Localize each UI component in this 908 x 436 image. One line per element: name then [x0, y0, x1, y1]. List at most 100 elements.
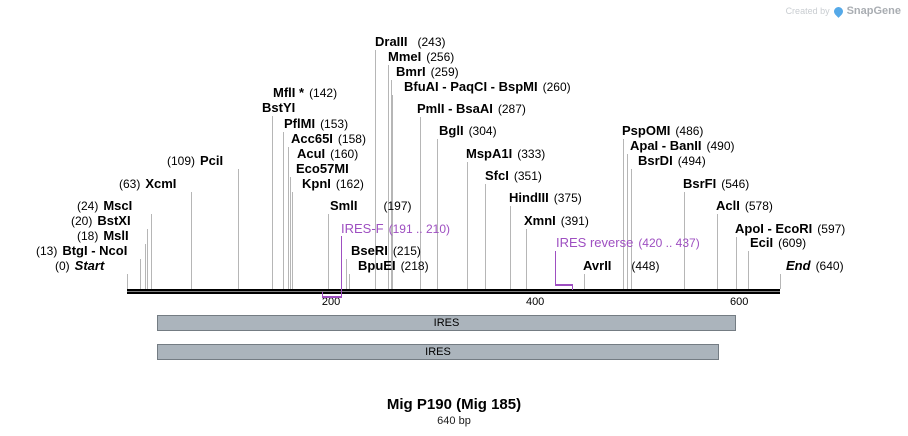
enzyme-site-label[interactable]: HindIII (375) [509, 191, 582, 205]
enzyme-site-label[interactable]: PflMI (153) [284, 117, 348, 131]
enzyme-site-label[interactable]: BfuAI - PaqCI - BspMI (260) [404, 80, 571, 94]
enzyme-site-label[interactable]: (63) XcmI [119, 177, 176, 191]
sequence-line [127, 289, 780, 294]
label-text: (160) [330, 147, 359, 161]
label-text: BpuEI [358, 258, 396, 273]
label-text: Eco57MI [296, 161, 349, 176]
feature-label: IRES [425, 346, 451, 358]
enzyme-site-label[interactable]: ApoI - EcoRI (597) [735, 222, 845, 236]
label-text: MflI * [273, 85, 305, 100]
label-text: (256) [426, 50, 455, 64]
site-connector [146, 229, 148, 289]
site-connector [716, 214, 718, 289]
enzyme-site-label[interactable]: ApaI - BanII (490) [630, 139, 735, 153]
enzyme-site-label[interactable]: BglI (304) [439, 124, 497, 138]
enzyme-site-label[interactable]: EciI (609) [750, 236, 806, 250]
enzyme-site-label[interactable]: MflI * (142) [273, 86, 337, 100]
enzyme-site-label[interactable]: SmlI (197) [330, 199, 411, 213]
label-text: AvrII [583, 258, 612, 273]
label-text: XcmI [145, 176, 177, 191]
enzyme-site-label[interactable]: AclI (578) [716, 199, 773, 213]
site-connector [139, 259, 141, 289]
primer-bar [555, 284, 573, 286]
primer-direction-tick [322, 292, 323, 296]
label-text: AcuI [297, 146, 326, 161]
site-connector [345, 259, 347, 289]
enzyme-site-label[interactable]: PspOMI (486) [622, 124, 703, 138]
label-text: (260) [542, 80, 571, 94]
feature-ires[interactable]: IRES [157, 315, 736, 331]
site-connector [622, 139, 624, 289]
site-connector [327, 214, 329, 289]
label-text: BmrI [396, 64, 426, 79]
feature-ires[interactable]: IRES [157, 344, 719, 360]
site-connector [144, 244, 146, 289]
site-connector [289, 177, 291, 289]
enzyme-site-label[interactable]: MmeI (256) [388, 50, 454, 64]
enzyme-site-label[interactable]: DraIII (243) [375, 35, 446, 49]
feature-label: IRES [433, 317, 460, 329]
label-text: (609) [778, 236, 807, 250]
label-text: (158) [337, 132, 366, 146]
site-connector [287, 147, 289, 289]
label-text: (142) [309, 86, 338, 100]
enzyme-site-label[interactable]: MspA1I (333) [466, 147, 545, 161]
site-connector [630, 169, 632, 289]
enzyme-site-label[interactable]: AvrII (448) [583, 259, 659, 273]
enzyme-site-label[interactable]: BpuEI (218) [358, 259, 429, 273]
label-text: (546) [721, 177, 750, 191]
label-text: PflMI [284, 116, 316, 131]
site-connector [291, 192, 293, 289]
site-connector [779, 274, 781, 289]
label-text: BstYI [262, 100, 296, 115]
primer-connector [555, 251, 556, 284]
site-connector [436, 139, 438, 289]
enzyme-site-label[interactable]: (18) MslI [77, 229, 129, 243]
enzyme-site-label[interactable]: End (640) [786, 259, 844, 273]
site-connector [509, 206, 511, 289]
label-text: (20) [71, 214, 93, 228]
label-text: BsrFI [683, 176, 717, 191]
scale-tick-label: 600 [730, 296, 749, 308]
enzyme-site-label[interactable]: (109) PciI [167, 154, 223, 168]
enzyme-site-label[interactable]: (13) BtgI - NcoI [36, 244, 127, 258]
enzyme-site-label[interactable]: BsrFI (546) [683, 177, 749, 191]
site-connector [626, 154, 628, 289]
primer-label[interactable]: IRES-F (191 .. 210) [341, 222, 450, 236]
enzyme-site-label[interactable]: BmrI (259) [396, 65, 459, 79]
label-text: BsrDI [638, 153, 673, 168]
enzyme-site-label[interactable]: AcuI (160) [297, 147, 358, 161]
site-connector [282, 132, 284, 289]
enzyme-site-label[interactable]: BstYI [262, 101, 295, 114]
label-text: (63) [119, 177, 141, 191]
enzyme-site-label[interactable]: Acc65I (158) [291, 132, 366, 146]
enzyme-site-label[interactable]: (0) Start [55, 259, 104, 273]
label-text: (243) [417, 35, 446, 49]
enzyme-site-label[interactable]: (24) MscI [77, 199, 132, 213]
enzyme-site-label[interactable]: PmlI - BsaAI (287) [417, 102, 526, 116]
label-text: IRES reverse [556, 235, 634, 250]
label-text: (486) [675, 124, 704, 138]
label-text: HindIII [509, 190, 549, 205]
enzyme-site-label[interactable]: BseRI (215) [351, 244, 421, 258]
enzyme-site-label[interactable]: BsrDI (494) [638, 154, 706, 168]
scale-tick-label: 400 [525, 296, 545, 308]
label-text: (597) [817, 222, 846, 236]
enzyme-site-label[interactable]: Eco57MI [296, 162, 349, 175]
label-text: (197) [383, 199, 412, 213]
enzyme-site-label[interactable]: KpnI (162) [302, 177, 364, 191]
label-text: (640) [815, 259, 844, 273]
label-text: PspOMI [622, 123, 671, 138]
enzyme-site-label[interactable]: (20) BstXI [71, 214, 131, 228]
label-text: (24) [77, 199, 99, 213]
label-text: (333) [517, 147, 546, 161]
label-text: (287) [497, 102, 526, 116]
enzyme-site-label[interactable]: XmnI (391) [524, 214, 589, 228]
enzyme-site-label[interactable]: SfcI (351) [485, 169, 542, 183]
site-connector [683, 192, 685, 289]
label-text: BseRI [351, 243, 388, 258]
site-connector [419, 117, 421, 289]
label-text: BfuAI - PaqCI - BspMI [404, 79, 538, 94]
label-text: BtgI - NcoI [62, 243, 128, 258]
primer-label[interactable]: IRES reverse (420 .. 437) [556, 236, 700, 250]
